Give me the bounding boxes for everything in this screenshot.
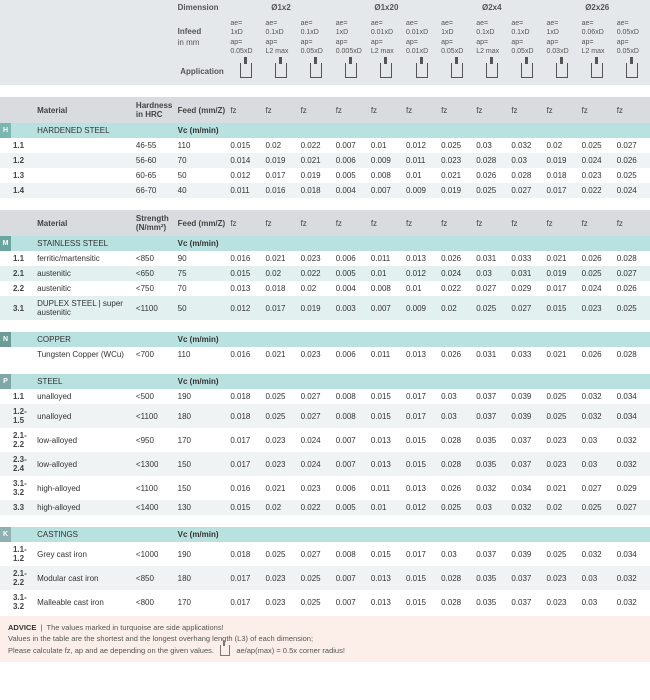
application-icon <box>451 63 463 78</box>
application-icon <box>240 63 252 78</box>
cutting-data-table: DimensionØ1x2Ø1x20Ø2x4Ø2x26Infeedin mmae… <box>0 0 650 614</box>
application-icon <box>416 63 428 78</box>
application-icon <box>275 63 287 78</box>
advice-box: ADVICE | The values marked in turquoise … <box>0 616 650 662</box>
application-icon <box>310 63 322 78</box>
advice-title: ADVICE <box>8 623 36 632</box>
application-icon <box>591 63 603 78</box>
application-icon <box>556 63 568 78</box>
application-icon <box>345 63 357 78</box>
application-icon <box>521 63 533 78</box>
application-icon <box>380 63 392 78</box>
application-icon <box>626 63 638 78</box>
category-mark: K <box>0 527 11 542</box>
category-mark: H <box>0 123 11 138</box>
tool-icon <box>220 645 230 656</box>
application-icon <box>486 63 498 78</box>
category-mark: M <box>0 236 11 251</box>
category-mark: P <box>0 374 11 389</box>
category-mark: N <box>0 332 11 347</box>
